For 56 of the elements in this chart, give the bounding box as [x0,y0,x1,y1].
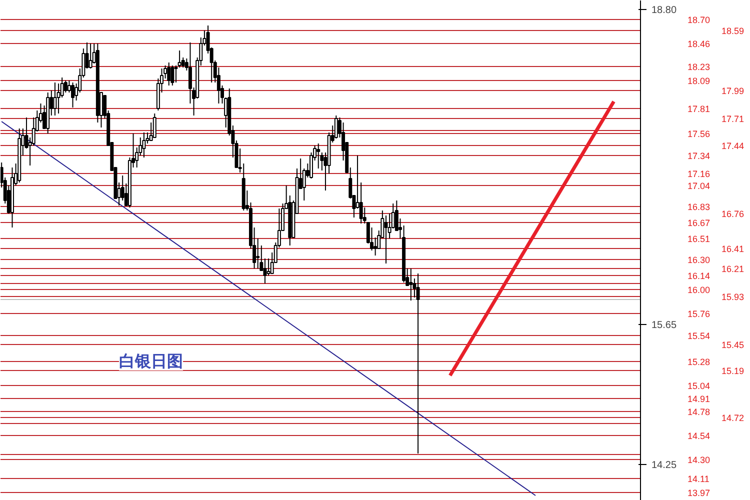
candlestick [170,65,174,86]
ref-line-label: 18.46 [688,39,710,49]
ref-line-label: 15.28 [688,357,710,367]
y-tick-label: 15.65 [652,320,677,331]
ref-line-label: 17.04 [688,181,710,191]
ref-line-label: 17.99 [722,86,744,96]
candlestick [152,113,156,138]
ref-line-label: 17.71 [722,114,744,124]
candlestick [88,43,92,69]
ref-line-label: 18.23 [688,62,710,72]
ref-line-label: 16.30 [688,255,710,265]
ref-line-label: 16.21 [722,264,744,274]
ref-line-label: 13.97 [688,488,710,498]
candlestick [416,273,420,454]
candlestick [256,238,260,269]
candlestick [409,268,413,301]
ref-line-label: 15.76 [688,309,710,319]
ref-line-label: 15.19 [722,366,744,376]
ref-line-label: 14.91 [688,394,710,404]
candlestick [316,143,320,169]
candlestick [374,237,378,256]
ref-line-label: 17.56 [688,129,710,139]
ref-line-label: 15.93 [722,292,744,302]
ref-line-label: 16.76 [722,209,744,219]
ref-line-label: 17.44 [722,141,744,151]
ref-line-label: 16.83 [688,202,710,212]
ref-line-label: 14.30 [688,455,710,465]
ref-line-label: 14.78 [688,407,710,417]
ref-line-label: 17.34 [688,151,710,161]
candlestick [384,215,388,264]
candlestick [71,82,75,108]
candlestick [53,82,57,116]
ref-line-label: 15.45 [722,340,744,350]
candlestick [142,132,146,158]
ref-line-label: 16.14 [688,271,710,281]
annotation: 白银日图 [119,352,184,370]
candlestick [266,258,270,276]
ref-line-label: 14.11 [688,474,710,484]
ref-line-label: 16.00 [688,285,710,295]
ref-line-label: 15.04 [688,381,710,391]
ref-line-label: 17.16 [688,169,710,179]
ref-line-label: 18.09 [688,76,710,86]
ref-line-label: 16.51 [688,234,710,244]
ref-line-label: 17.81 [688,104,710,114]
ref-line-label: 18.70 [688,15,710,25]
ref-line-label: 18.59 [722,26,744,36]
candlestick [263,258,267,284]
ref-line-label: 14.72 [722,413,744,423]
ref-line-label: 16.41 [722,244,744,254]
ref-line-label: 14.54 [688,431,710,441]
ref-line-label: 16.67 [688,218,710,228]
y-tick-label: 18.80 [652,5,677,16]
y-tick-label: 14.25 [652,460,677,471]
ref-line-label: 15.54 [688,331,710,341]
candlestick [167,62,171,86]
candlestick [334,115,338,139]
